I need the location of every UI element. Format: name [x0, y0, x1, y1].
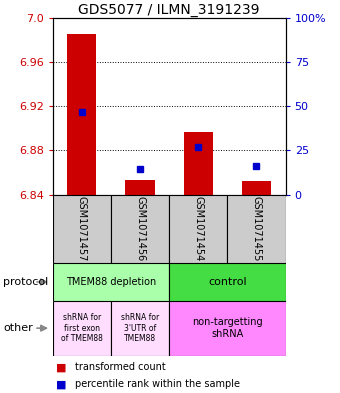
Bar — [169, 195, 227, 263]
Bar — [169, 301, 286, 356]
Text: GSM1071457: GSM1071457 — [77, 196, 87, 262]
Text: ■: ■ — [56, 362, 67, 373]
Text: TMEM88 depletion: TMEM88 depletion — [66, 277, 156, 287]
Bar — [67, 34, 96, 195]
Text: shRNA for
3'UTR of
TMEM88: shRNA for 3'UTR of TMEM88 — [121, 313, 159, 343]
Text: shRNA for
first exon
of TMEM88: shRNA for first exon of TMEM88 — [61, 313, 103, 343]
Text: non-targetting
shRNA: non-targetting shRNA — [192, 318, 263, 339]
Text: protocol: protocol — [3, 277, 49, 287]
Bar — [227, 195, 286, 263]
Bar — [53, 263, 169, 301]
Bar — [242, 181, 271, 195]
Bar — [53, 301, 111, 356]
Text: other: other — [3, 323, 33, 333]
Text: transformed count: transformed count — [75, 362, 166, 373]
Text: percentile rank within the sample: percentile rank within the sample — [75, 379, 240, 389]
Bar — [184, 132, 213, 195]
Text: GSM1071454: GSM1071454 — [193, 196, 203, 262]
Bar — [111, 195, 169, 263]
Title: GDS5077 / ILMN_3191239: GDS5077 / ILMN_3191239 — [79, 3, 260, 17]
Text: GSM1071455: GSM1071455 — [252, 196, 261, 262]
Text: ■: ■ — [56, 379, 67, 389]
Bar — [111, 301, 169, 356]
Text: control: control — [208, 277, 247, 287]
Bar — [125, 180, 155, 195]
Bar — [169, 263, 286, 301]
Text: GSM1071456: GSM1071456 — [135, 196, 145, 262]
Bar — [53, 195, 111, 263]
